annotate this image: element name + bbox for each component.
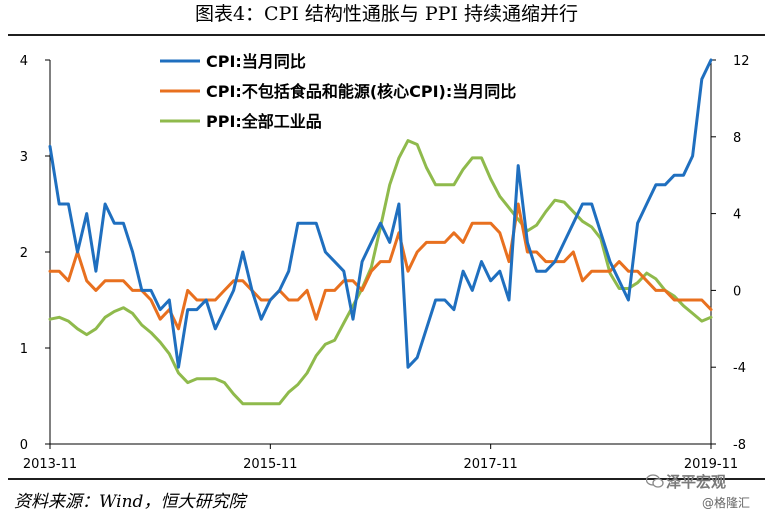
wechat-icon	[646, 474, 664, 488]
watermark-handle: @格隆汇	[702, 496, 751, 510]
watermark: 泽平宏观 @格隆汇	[644, 470, 764, 514]
legend-label-1: CPI:不包括食品和能源(核心CPI):当月同比	[206, 82, 516, 101]
title-divider	[8, 34, 765, 36]
series-lines	[48, 58, 713, 406]
left-axis-tick-label: 3	[20, 150, 28, 165]
source-note: 资料来源：Wind，恒大研究院	[14, 492, 246, 512]
left-axis-tick-label: 0	[20, 438, 28, 453]
left-axis-tick-label: 1	[20, 342, 28, 357]
right-axis-tick-label: -8	[733, 438, 746, 453]
series-line-2	[48, 139, 713, 406]
series-line-0	[48, 58, 713, 369]
x-axis-tick-label: 2017-11	[464, 457, 518, 472]
legend-label-2: PPI:全部工业品	[206, 112, 322, 131]
x-axis-tick-label: 2019-11	[684, 457, 738, 472]
right-axis-tick-label: 4	[733, 208, 741, 223]
footer-divider	[8, 478, 765, 480]
right-axis-tick-label: -4	[733, 361, 746, 376]
x-axis-tick-label: 2013-11	[23, 457, 77, 472]
legend: CPI:当月同比 CPI:不包括食品和能源(核心CPI):当月同比 PPI:全部工业…	[160, 52, 516, 131]
right-axis-tick-label: 12	[733, 54, 750, 69]
series-line-1	[48, 202, 713, 331]
right-axis-tick-label: 0	[733, 284, 741, 299]
watermark-name: 泽平宏观	[666, 473, 727, 491]
right-axis-tick-label: 8	[733, 131, 741, 146]
left-axis-tick-label: 2	[20, 246, 28, 261]
chart-title: 图表4：CPI 结构性通胀与 PPI 持续通缩并行	[194, 3, 579, 25]
legend-label-0: CPI:当月同比	[206, 52, 306, 71]
left-axis-tick-label: 4	[20, 54, 28, 69]
x-axis-tick-label: 2015-11	[243, 457, 297, 472]
